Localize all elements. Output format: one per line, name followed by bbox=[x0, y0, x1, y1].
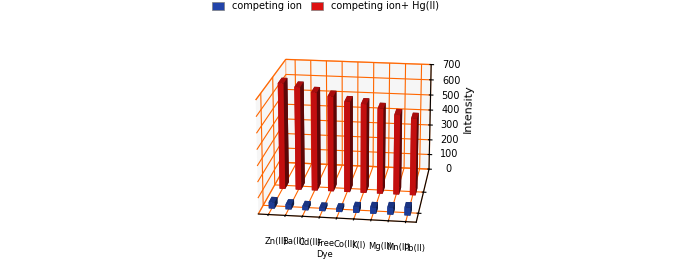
Legend: competing ion, competing ion+ Hg(II): competing ion, competing ion+ Hg(II) bbox=[208, 0, 443, 15]
